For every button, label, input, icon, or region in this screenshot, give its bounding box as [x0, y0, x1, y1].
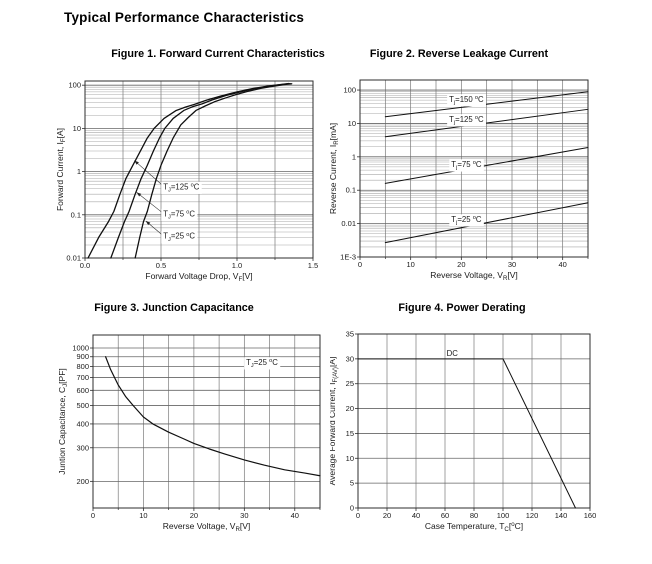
- svg-text:40: 40: [558, 260, 566, 269]
- svg-text:30: 30: [240, 511, 248, 520]
- figure-1-chart: 0.0 0.5 1.0 1.5 100 10 1 0.1 0.01 Forward Voltage…: [55, 80, 318, 283]
- figure-4-chart: 0 20 40 60 80 100 120 140 160 35 30 25 20 15 10 5 0 Case …: [330, 330, 597, 534]
- svg-text:Forward Voltage Drop, VF[V]: Forward Voltage Drop, VF[V]: [145, 271, 252, 283]
- svg-text:10: 10: [406, 260, 414, 269]
- svg-text:10: 10: [73, 124, 81, 133]
- svg-text:1: 1: [352, 152, 356, 161]
- svg-text:20: 20: [346, 404, 354, 413]
- svg-text:Tj=25 oC: Tj=25 oC: [451, 215, 482, 226]
- svg-text:0.01: 0.01: [341, 219, 356, 228]
- svg-text:20: 20: [190, 511, 198, 520]
- svg-text:Reverse Voltage, VR[V]: Reverse Voltage, VR[V]: [430, 270, 518, 282]
- svg-text:100: 100: [68, 81, 81, 90]
- svg-text:0: 0: [358, 260, 362, 269]
- svg-text:TJ=125 oC: TJ=125 oC: [163, 182, 199, 193]
- svg-text:30: 30: [508, 260, 516, 269]
- svg-text:Case Temperature, TC[oC]: Case Temperature, TC[oC]: [425, 521, 523, 533]
- svg-text:1E-3: 1E-3: [340, 253, 356, 262]
- figure-3-title: Figure 3. Junction Capacitance: [94, 302, 254, 314]
- svg-text:800: 800: [76, 362, 89, 371]
- svg-text:600: 600: [76, 386, 89, 395]
- figure-1-title: Figure 1. Forward Current Characteristic…: [111, 48, 325, 60]
- svg-text:100: 100: [497, 511, 510, 520]
- svg-text:Reverse Current, IR[mA]: Reverse Current, IR[mA]: [330, 123, 340, 214]
- figure-2-chart: 0 10 20 30 40 100 10 1 0.1 0.01 1E-3 Reverse Voltag…: [330, 79, 589, 282]
- svg-text:60: 60: [441, 511, 449, 520]
- svg-text:0.1: 0.1: [346, 186, 356, 195]
- svg-text:500: 500: [76, 401, 89, 410]
- svg-text:1000: 1000: [72, 344, 89, 353]
- svg-text:0: 0: [350, 504, 354, 513]
- svg-text:Reverse Voltage, VR[V]: Reverse Voltage, VR[V]: [163, 521, 251, 533]
- svg-text:Tj=75 oC: Tj=75 oC: [451, 160, 482, 171]
- svg-text:900: 900: [76, 352, 89, 361]
- svg-text:1.5: 1.5: [308, 261, 318, 270]
- svg-text:Tj=150 oC: Tj=150 oC: [449, 95, 484, 106]
- svg-text:Forward Current, IF[A]: Forward Current, IF[A]: [55, 128, 67, 211]
- svg-text:5: 5: [350, 479, 354, 488]
- svg-text:25: 25: [346, 379, 354, 388]
- svg-text:100: 100: [343, 86, 356, 95]
- svg-text:1.0: 1.0: [232, 261, 242, 270]
- svg-text:35: 35: [346, 330, 354, 339]
- svg-text:30: 30: [346, 354, 354, 363]
- svg-text:10: 10: [348, 119, 356, 128]
- svg-text:0: 0: [356, 511, 360, 520]
- svg-text:80: 80: [470, 511, 478, 520]
- svg-text:200: 200: [76, 477, 89, 486]
- svg-text:400: 400: [76, 419, 89, 428]
- svg-text:0.1: 0.1: [71, 210, 81, 219]
- svg-text:TJ=25 oC: TJ=25 oC: [246, 358, 278, 369]
- svg-text:300: 300: [76, 443, 89, 452]
- svg-text:0.01: 0.01: [66, 254, 81, 263]
- svg-text:160: 160: [584, 511, 597, 520]
- svg-text:Tj=125 oC: Tj=125 oC: [449, 115, 484, 126]
- svg-text:0: 0: [91, 511, 95, 520]
- svg-text:40: 40: [291, 511, 299, 520]
- svg-text:0.5: 0.5: [156, 261, 166, 270]
- svg-text:140: 140: [555, 511, 568, 520]
- figure-4-title: Figure 4. Power Derating: [398, 302, 526, 314]
- svg-text:20: 20: [457, 260, 465, 269]
- svg-text:0.0: 0.0: [80, 261, 90, 270]
- svg-text:120: 120: [526, 511, 539, 520]
- page-title: Typical Performance Characteristics: [64, 10, 305, 25]
- svg-text:Juntion Capacitance, CJ[PF]: Juntion Capacitance, CJ[PF]: [57, 368, 69, 475]
- figure-2-title: Figure 2. Reverse Leakage Current: [369, 48, 549, 60]
- svg-text:DC: DC: [447, 349, 459, 358]
- svg-text:40: 40: [412, 511, 420, 520]
- svg-text:10: 10: [139, 511, 147, 520]
- svg-text:20: 20: [383, 511, 391, 520]
- svg-text:TJ=25 oC: TJ=25 oC: [163, 232, 195, 243]
- svg-text:1: 1: [77, 167, 81, 176]
- svg-text:10: 10: [346, 454, 354, 463]
- svg-text:15: 15: [346, 429, 354, 438]
- svg-text:Average Forward Current, IF(AV: Average Forward Current, IF(AV)[A]: [330, 357, 339, 486]
- svg-text:700: 700: [76, 373, 89, 382]
- svg-text:TJ=75 oC: TJ=75 oC: [163, 209, 195, 220]
